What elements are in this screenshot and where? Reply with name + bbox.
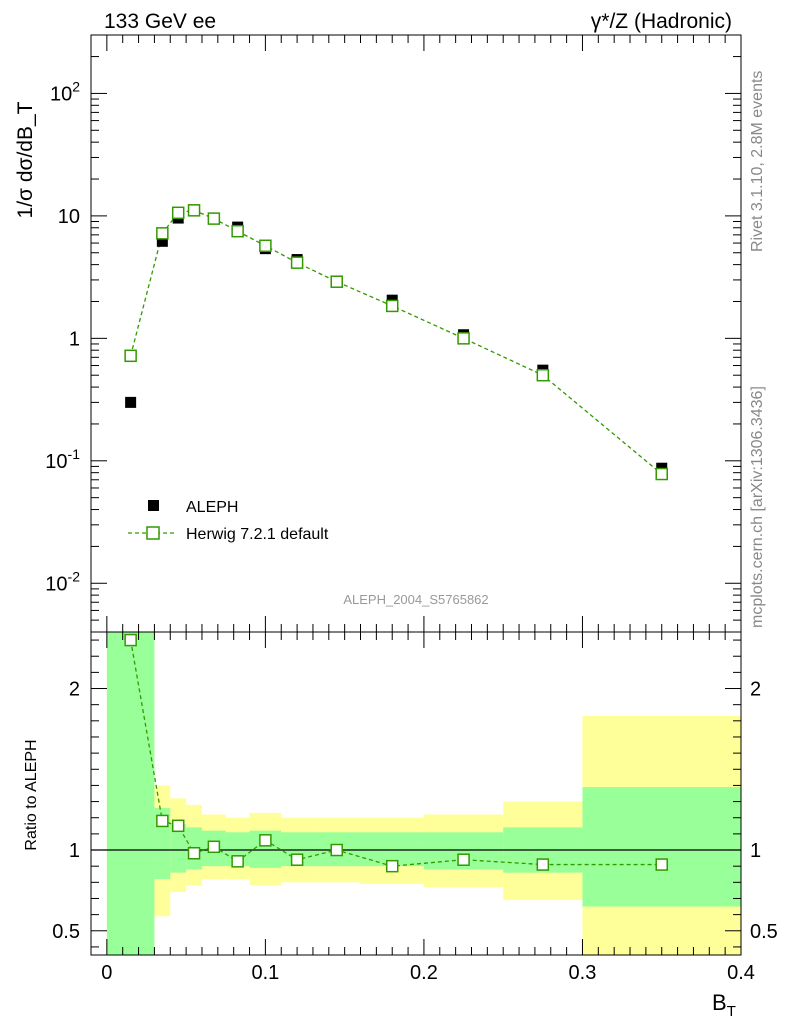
- ratio-point: [259, 834, 272, 847]
- ratio-point: [231, 855, 244, 868]
- x-tick-label: 0: [101, 962, 112, 984]
- mc-series-line: [130, 209, 663, 475]
- lower-frame: [90, 631, 742, 956]
- x-tick-label: 0.3: [569, 962, 597, 984]
- mc-point: [330, 275, 343, 288]
- ratio-point: [330, 843, 343, 857]
- mc-point: [124, 349, 137, 363]
- lower-y-tick-label: 2: [69, 679, 80, 701]
- mc-point: [536, 368, 550, 382]
- x-tick-label: 0.1: [251, 962, 279, 984]
- mc-point: [457, 332, 470, 345]
- upper-y-tick-labels: 10-2 10-1 1 10 102: [45, 78, 80, 595]
- mc-point: [187, 204, 201, 217]
- ratio-point: [156, 814, 169, 828]
- energy-label: 133 GeV ee: [104, 10, 216, 33]
- upper-y-axis-label: 1/σ dσ/dB_T: [14, 101, 37, 218]
- mc-point: [385, 299, 399, 313]
- data-points: [125, 204, 668, 474]
- ratio-point: [187, 847, 201, 860]
- mc-point: [290, 256, 304, 269]
- lower-y-tick-label: 0.5: [52, 921, 80, 943]
- legend-data-label: ALEPH: [186, 499, 238, 516]
- legend-mc-label: Herwig 7.2.1 default: [186, 526, 329, 543]
- legend-data-marker: [148, 500, 159, 511]
- inner-band: [170, 824, 187, 873]
- ratio-point: [171, 819, 185, 833]
- inner-band: [106, 632, 155, 955]
- mc-point: [655, 467, 668, 481]
- lower-y-axis-label: Ratio to ALEPH: [23, 739, 40, 850]
- legend-mc-marker: [146, 526, 160, 540]
- data-point: [156, 235, 168, 247]
- process-label: γ*/Z (Hadronic): [591, 10, 732, 33]
- upper-ticks: [91, 34, 742, 633]
- mc-points: [124, 204, 668, 481]
- lower-y-tick-labels: 0.5 0.5 1 1 2 2: [52, 679, 778, 943]
- upper-y-tick-label: 10: [58, 206, 80, 228]
- x-tick-labels: 0 0.1 0.2 0.3 0.4: [101, 962, 755, 984]
- ratio-point: [385, 859, 399, 873]
- upper-y-tick-label: 1: [69, 328, 80, 350]
- ratio-point: [290, 853, 304, 866]
- x-tick-label: 0.2: [410, 962, 438, 984]
- analysis-id-label: ALEPH_2004_S5765862: [343, 592, 488, 607]
- lower-panel: 0.5 0.51 12 2 0 0.1 0.2 0.3 0.4 Ratio to ALEPH …: [23, 631, 778, 1020]
- source-label: mcplots.cern.ch [arXiv:1306.3436]: [749, 386, 766, 628]
- lower-y-tick-label-right: 0.5: [750, 921, 778, 943]
- ratio-point: [536, 858, 550, 871]
- ratio-point: [207, 840, 221, 854]
- x-tick-label: 0.4: [727, 962, 755, 984]
- lower-y-tick-label: 1: [69, 840, 80, 862]
- x-axis-label: BT: [712, 990, 736, 1020]
- upper-y-tick-label: 10-2: [45, 568, 80, 595]
- rivet-version-label: Rivet 3.1.10, 2.8M events: [749, 71, 766, 252]
- mc-point: [207, 212, 221, 225]
- upper-panel: 1/σ dσ/dB_T 10-2 10-1 1 10 102 ALEPH Herwig …: [14, 34, 742, 633]
- ratio-point: [457, 853, 470, 866]
- mc-point: [171, 206, 185, 220]
- upper-y-tick-label: 102: [50, 78, 80, 105]
- lower-ticks: [91, 632, 742, 955]
- lower-y-tick-label-right: 2: [750, 679, 761, 701]
- lower-y-tick-label-right: 1: [750, 840, 761, 862]
- inner-band: [582, 787, 741, 907]
- mc-point: [231, 224, 244, 238]
- data-point: [125, 396, 137, 408]
- ratio-point: [124, 633, 137, 647]
- ratio-points: [124, 633, 668, 873]
- upper-y-tick-label: 10-1: [45, 446, 80, 473]
- mc-point: [259, 239, 272, 253]
- uncertainty-bands: [106, 632, 741, 955]
- mc-point: [156, 227, 169, 240]
- ratio-point: [655, 858, 668, 871]
